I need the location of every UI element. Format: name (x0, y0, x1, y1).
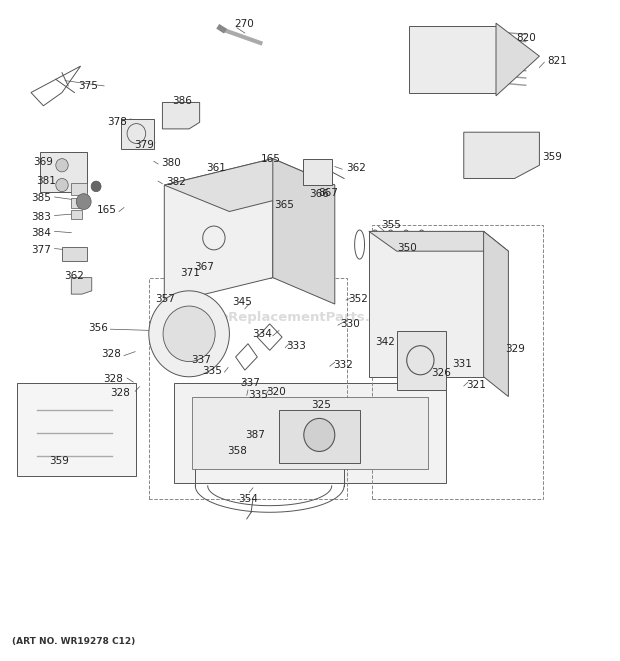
Polygon shape (174, 383, 446, 483)
Circle shape (56, 178, 68, 192)
Text: 386: 386 (172, 96, 192, 106)
Text: 335: 335 (202, 366, 222, 377)
Circle shape (56, 159, 68, 172)
Text: 383: 383 (31, 212, 51, 222)
Text: 380: 380 (161, 157, 181, 168)
Text: 385: 385 (31, 193, 51, 204)
Circle shape (163, 306, 215, 362)
Text: 270: 270 (234, 19, 254, 30)
Text: 867: 867 (319, 188, 339, 198)
Polygon shape (409, 26, 496, 93)
Text: 331: 331 (453, 358, 472, 369)
Polygon shape (17, 383, 136, 476)
Text: 377: 377 (31, 245, 51, 255)
Text: 332: 332 (334, 360, 353, 370)
Polygon shape (164, 159, 273, 304)
Text: 375: 375 (78, 81, 98, 91)
Text: 321: 321 (466, 379, 486, 390)
Bar (71, 210, 82, 219)
Text: (ART NO. WR19278 C12): (ART NO. WR19278 C12) (12, 637, 136, 646)
Circle shape (149, 291, 229, 377)
Text: 358: 358 (227, 446, 247, 456)
Polygon shape (162, 102, 200, 129)
Text: 820: 820 (516, 33, 536, 44)
Text: 387: 387 (246, 430, 265, 440)
Text: 354: 354 (238, 494, 258, 504)
Text: 320: 320 (267, 387, 286, 397)
Text: 821: 821 (547, 56, 567, 66)
Polygon shape (369, 231, 484, 377)
Text: 362: 362 (64, 271, 84, 282)
Polygon shape (40, 152, 87, 192)
Polygon shape (397, 330, 446, 390)
Text: 381: 381 (36, 176, 56, 186)
Text: 359: 359 (542, 152, 562, 163)
Text: 371: 371 (180, 268, 200, 278)
Text: 337: 337 (241, 378, 260, 389)
Text: 329: 329 (505, 344, 525, 354)
Circle shape (304, 418, 335, 451)
Text: 328: 328 (110, 387, 130, 398)
Text: 334: 334 (252, 329, 272, 340)
Text: 342: 342 (375, 337, 395, 348)
Polygon shape (484, 231, 508, 397)
Text: 369: 369 (33, 157, 53, 167)
Text: 359: 359 (49, 456, 69, 467)
Polygon shape (464, 132, 539, 178)
Text: 355: 355 (381, 219, 401, 230)
Text: 337: 337 (191, 355, 211, 366)
Text: 350: 350 (397, 243, 417, 253)
Text: 352: 352 (348, 293, 368, 304)
Text: 330: 330 (340, 319, 360, 329)
Text: 367: 367 (194, 262, 214, 272)
Text: 357: 357 (155, 293, 175, 304)
Text: 345: 345 (232, 297, 252, 307)
Polygon shape (71, 278, 92, 294)
Circle shape (76, 194, 91, 210)
Bar (62, 247, 87, 261)
Text: 382: 382 (166, 177, 186, 188)
Text: 365: 365 (275, 200, 294, 210)
Text: 379: 379 (134, 140, 154, 151)
Polygon shape (279, 410, 360, 463)
Text: 378: 378 (107, 116, 127, 127)
Polygon shape (121, 119, 154, 149)
Text: eReplacementParts.com: eReplacementParts.com (219, 311, 401, 324)
Text: 328: 328 (101, 349, 121, 360)
Text: 366: 366 (309, 189, 329, 200)
Text: 356: 356 (89, 323, 108, 333)
Bar (71, 183, 87, 195)
Text: 335: 335 (248, 389, 268, 400)
Text: 325: 325 (311, 399, 331, 410)
Text: 326: 326 (432, 368, 451, 378)
Text: 328: 328 (103, 374, 123, 385)
Text: 165: 165 (97, 205, 117, 215)
Circle shape (91, 181, 101, 192)
Polygon shape (192, 397, 428, 469)
Polygon shape (369, 231, 508, 251)
Text: 165: 165 (261, 154, 281, 164)
Polygon shape (496, 23, 539, 96)
Text: 362: 362 (346, 163, 366, 173)
Polygon shape (303, 159, 332, 185)
Bar (71, 198, 82, 208)
Text: 333: 333 (286, 341, 306, 352)
Polygon shape (164, 159, 335, 212)
Text: 361: 361 (206, 163, 226, 173)
Polygon shape (273, 159, 335, 304)
Text: 384: 384 (31, 227, 51, 238)
